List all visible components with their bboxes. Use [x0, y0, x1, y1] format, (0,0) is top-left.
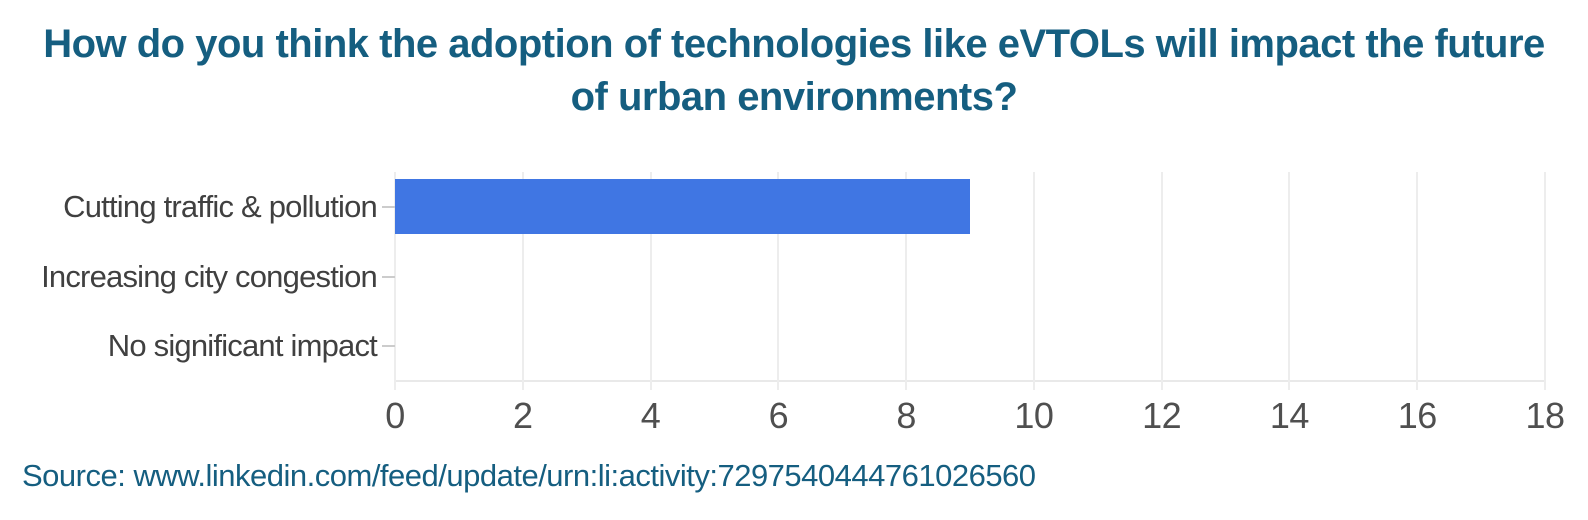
y-tick — [382, 345, 395, 348]
x-tick-label: 6 — [768, 395, 789, 436]
y-tick — [382, 275, 395, 278]
x-tick-label: 14 — [1269, 395, 1310, 436]
x-tick — [1544, 381, 1546, 390]
x-tick — [521, 381, 524, 390]
y-tick — [382, 205, 395, 208]
x-gridline — [1544, 172, 1546, 381]
plot-area: 0 2 4 6 8 10 12 14 16 18 Cutting traffic & polluti… — [41, 172, 1565, 436]
x-tick-label: 8 — [896, 395, 916, 436]
x-axis-line — [395, 380, 1545, 382]
source-link[interactable]: Source: www.linkedin.com/feed/update/urn… — [22, 458, 1036, 493]
x-gridline — [1288, 172, 1291, 381]
chart-title: How do you think the adoption of technol… — [43, 22, 1545, 119]
x-gridline — [1416, 172, 1419, 381]
x-tick — [1160, 381, 1163, 390]
category-label-increasing-city-congestion: Increasing city congestion — [41, 258, 378, 294]
x-tick — [649, 381, 652, 390]
x-gridline — [1032, 172, 1035, 381]
x-gridline — [521, 172, 524, 381]
x-gridline — [394, 172, 396, 381]
x-tick-label: 10 — [1014, 395, 1054, 436]
x-tick-label: 4 — [640, 395, 661, 436]
x-tick — [1416, 381, 1419, 390]
x-tick-label: 18 — [1525, 395, 1565, 436]
x-tick — [394, 381, 396, 390]
x-gridline — [905, 172, 908, 381]
x-tick-label: 16 — [1397, 395, 1438, 436]
category-label-no-significant-impact: No significant impact — [107, 328, 378, 364]
category-label-cutting-traffic-pollution: Cutting traffic & pollution — [63, 188, 378, 224]
x-gridline — [649, 172, 652, 381]
x-tick-label: 2 — [513, 395, 533, 436]
x-gridline — [1160, 172, 1163, 381]
x-tick-label: 0 — [385, 395, 405, 436]
x-gridline — [777, 172, 780, 381]
x-tick — [1288, 381, 1291, 390]
x-tick-label: 12 — [1142, 395, 1182, 436]
x-tick — [1032, 381, 1035, 390]
x-tick — [905, 381, 908, 390]
bar-cutting-traffic-pollution — [395, 179, 970, 235]
x-tick — [777, 381, 780, 390]
